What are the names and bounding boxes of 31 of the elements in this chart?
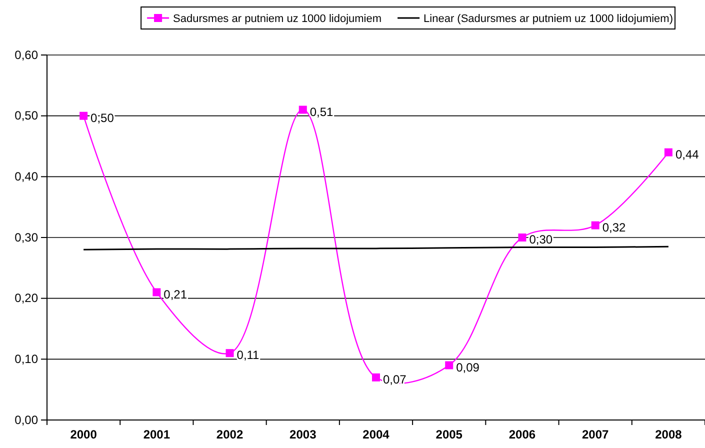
- y-tick-label: 0,40: [14, 170, 38, 184]
- y-tick-label: 0,20: [14, 291, 38, 306]
- data-label: 0,32: [602, 220, 626, 234]
- x-tick-label: 2005: [436, 428, 463, 442]
- y-tick-label: 0,10: [14, 352, 38, 366]
- x-tick-label: 2007: [582, 428, 610, 442]
- point: [152, 288, 161, 296]
- x-tick-label: 2004: [362, 428, 390, 442]
- x-tick-label: 2001: [143, 428, 170, 442]
- point: [80, 112, 88, 120]
- y-tick-label: 0,30: [14, 230, 38, 244]
- y-tick-label: 0,50: [14, 108, 38, 123]
- x-tick-label: 2006: [508, 428, 536, 442]
- point: [664, 148, 672, 156]
- data-label: 0,44: [675, 147, 700, 162]
- point: [518, 234, 526, 242]
- x-tick-label: 2008: [655, 428, 682, 442]
- data-label: 0,09: [456, 360, 480, 374]
- y-tick-label: 0,00: [14, 412, 38, 427]
- x-tick-label: 2002: [216, 428, 244, 442]
- point: [372, 373, 380, 382]
- x-tick-label: 2003: [290, 428, 317, 442]
- legend-label: Sadursmes ar putniem uz 1000 lidojumiem: [173, 13, 382, 25]
- point: [591, 221, 600, 230]
- point: [445, 361, 454, 370]
- point: [298, 106, 307, 114]
- point: [226, 349, 234, 358]
- x-tick-label: 2000: [70, 428, 98, 442]
- data-label: 0,11: [236, 348, 260, 362]
- y-tick-label: 0,60: [14, 48, 38, 62]
- legend-label: Linear (Sadursmes ar putniem uz 1000 lidojumiem): [424, 13, 673, 25]
